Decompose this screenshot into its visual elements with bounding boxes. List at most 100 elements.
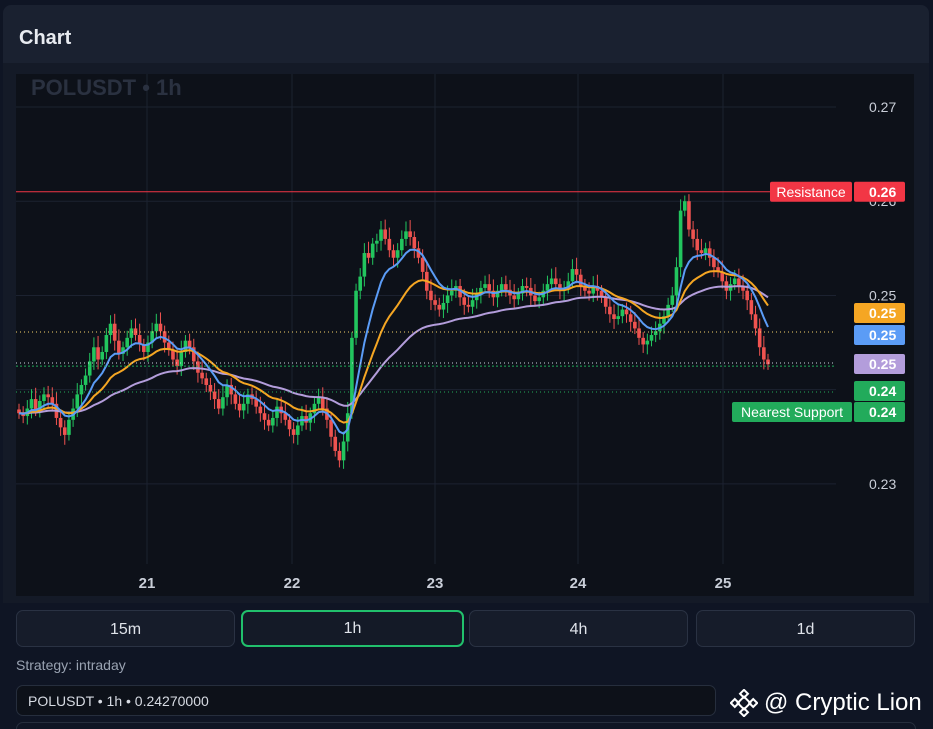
ema-fast-tag-value: 0.25 [869,327,896,343]
timeframe-1h-button[interactable]: 1h [241,610,464,647]
candle-body [92,347,96,362]
candle-body [62,427,67,435]
support-price-tag-value: 0.24 [869,383,896,399]
candle-body [420,257,425,272]
candle-body [266,419,271,426]
candle-body [196,361,200,373]
watermark-text: @ Cryptic Lion [764,689,922,716]
binance-logo-icon [730,689,758,717]
price-tick-label: 0.23 [869,476,896,492]
price-tick-label: 0.25 [869,287,896,303]
candle-body [200,372,204,379]
candle-body [641,337,645,345]
candle-body [112,323,117,341]
chart-symbol-label: POLUSDT • 1h [31,75,182,100]
candle-body [741,286,745,291]
support-price-tag-bg [854,381,905,401]
candle-body [699,250,704,254]
panel-title: Chart [19,27,72,49]
candle-body [429,290,433,301]
candle-body [653,331,658,336]
candle-body [142,344,146,352]
candle-body [395,250,400,258]
ema-mid-tag-bg [854,303,905,323]
candle-body [283,413,288,420]
price-chart[interactable]: POLUSDT • 1h 0.23 0.24 0.25 0.26 0.27 21 22 23 24… [16,74,914,596]
candle-body [612,314,616,319]
candle-body [191,347,196,362]
candle-body [225,384,229,398]
timeframe-1d-button[interactable]: 1d [696,610,915,647]
candle-body [520,286,525,294]
time-tick-label: 24 [570,575,587,592]
candle-body [553,278,558,285]
candle-body [512,295,516,300]
candle-body [329,419,333,437]
price-tick-label: 0.27 [869,99,896,115]
candle-body [649,335,654,341]
candle-body [645,340,650,345]
candle-body [75,394,80,409]
time-tick-label: 23 [427,575,444,592]
chart-svg[interactable]: POLUSDT • 1h 0.23 0.24 0.25 0.26 0.27 21 22 23 24… [16,74,914,596]
symbol-info-text: POLUSDT • 1h • 0.24270000 [28,693,209,709]
candle-body [237,403,242,411]
strategy-label: Strategy: intraday [16,657,126,673]
candle-body [83,375,88,385]
candle-body [712,257,716,268]
candle-body [537,297,541,302]
resistance-tag-value: 0.26 [869,184,896,200]
candle-body [179,351,184,367]
time-tick-label: 25 [715,575,732,592]
timeframe-15m-button[interactable]: 15m [16,610,235,647]
candle-body [383,229,387,239]
candle-body [96,347,100,360]
candle-body [316,397,321,404]
candle-body [204,378,209,385]
time-tick-label: 22 [284,575,301,592]
candle-body [233,394,238,404]
candle-body [487,284,492,291]
nearest-support-label: Nearest Support [741,404,843,420]
candle-body [125,337,129,348]
candle-body [707,248,712,258]
candle-body [662,316,666,324]
candle-body [108,323,113,336]
candle-body [441,302,446,310]
resistance-label: Resistance [776,184,845,200]
candle-body [154,323,159,332]
candle-body [716,267,720,272]
candle-body [350,337,354,414]
candle-body [216,399,221,409]
candle-body [341,441,346,461]
timeframe-4h-button[interactable]: 4h [469,610,688,647]
candle-body [137,335,142,345]
candle-body [633,321,637,329]
candle-body [167,342,171,351]
candle-body [766,359,770,365]
candle-body [400,238,404,251]
candle-body [599,290,604,298]
candle-body [254,399,258,407]
candle-body [146,342,150,352]
candle-body [703,248,708,254]
candle-body [229,384,234,395]
candle-body [175,359,179,367]
nearest-support-label-bg [732,402,852,422]
candle-body [333,436,338,451]
symbol-info-bar: POLUSDT • 1h • 0.24270000 [16,685,716,716]
candle-body [79,384,84,395]
candle-body [404,231,408,239]
candle-body [408,231,412,238]
candle-body [416,248,421,258]
candle-body [150,331,154,343]
candle-body [637,328,641,338]
candle-body [462,297,467,305]
candle-body [757,328,762,348]
candle-body [246,394,250,404]
nearest-support-tag-bg [854,402,905,422]
candle-body [616,316,620,319]
candle-body [171,350,175,360]
ema-fast-tag-bg [854,325,905,345]
candle-body [628,314,633,322]
